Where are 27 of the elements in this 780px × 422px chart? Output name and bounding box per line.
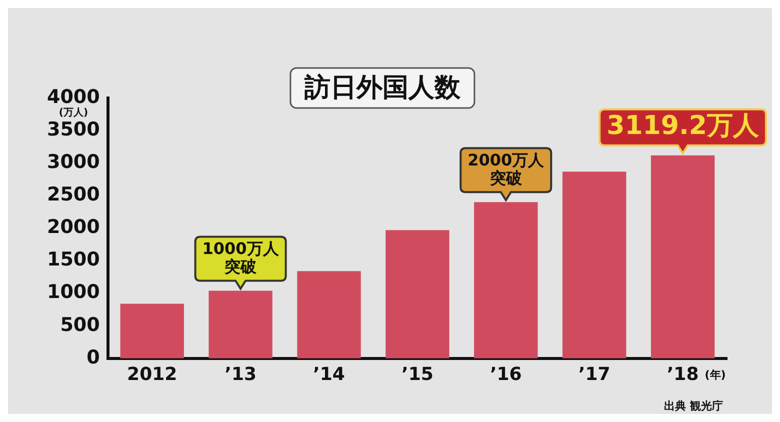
x-tick-label: ’14 xyxy=(313,364,345,385)
y-tick-label: 0 xyxy=(86,346,100,368)
bar xyxy=(120,304,184,358)
x-axis-title: (年) xyxy=(704,368,726,382)
y-axis-title: (万人) xyxy=(58,106,88,119)
y-tick-label: 4000 xyxy=(46,86,100,108)
chart-title: 訪日外国人数 xyxy=(303,72,462,103)
data-label: 3119.2万人 xyxy=(606,111,760,142)
x-tick-label: 2012 xyxy=(127,364,178,385)
y-tick-label: 3000 xyxy=(46,151,100,174)
y-tick-label: 2000 xyxy=(46,216,100,238)
annotation: 1000万人突破 xyxy=(202,238,280,276)
bar xyxy=(386,230,450,358)
annotation: 2000万人突破 xyxy=(468,150,546,188)
y-tick-label: 2500 xyxy=(46,184,100,206)
bar xyxy=(562,172,626,358)
x-tick-label: ’13 xyxy=(224,364,256,385)
y-tick-label: 500 xyxy=(60,314,100,336)
x-tick-label: ’18 xyxy=(666,364,699,385)
y-tick-label: 3500 xyxy=(46,118,100,140)
bar xyxy=(297,271,361,358)
x-tick-label: ’17 xyxy=(578,364,610,385)
y-tick-label: 1000 xyxy=(46,281,100,304)
source-note: 出典 観光庁 xyxy=(664,399,723,412)
y-tick-label: 1500 xyxy=(46,248,100,271)
x-tick-label: ’16 xyxy=(490,364,522,385)
x-tick-label: ’15 xyxy=(401,364,434,385)
